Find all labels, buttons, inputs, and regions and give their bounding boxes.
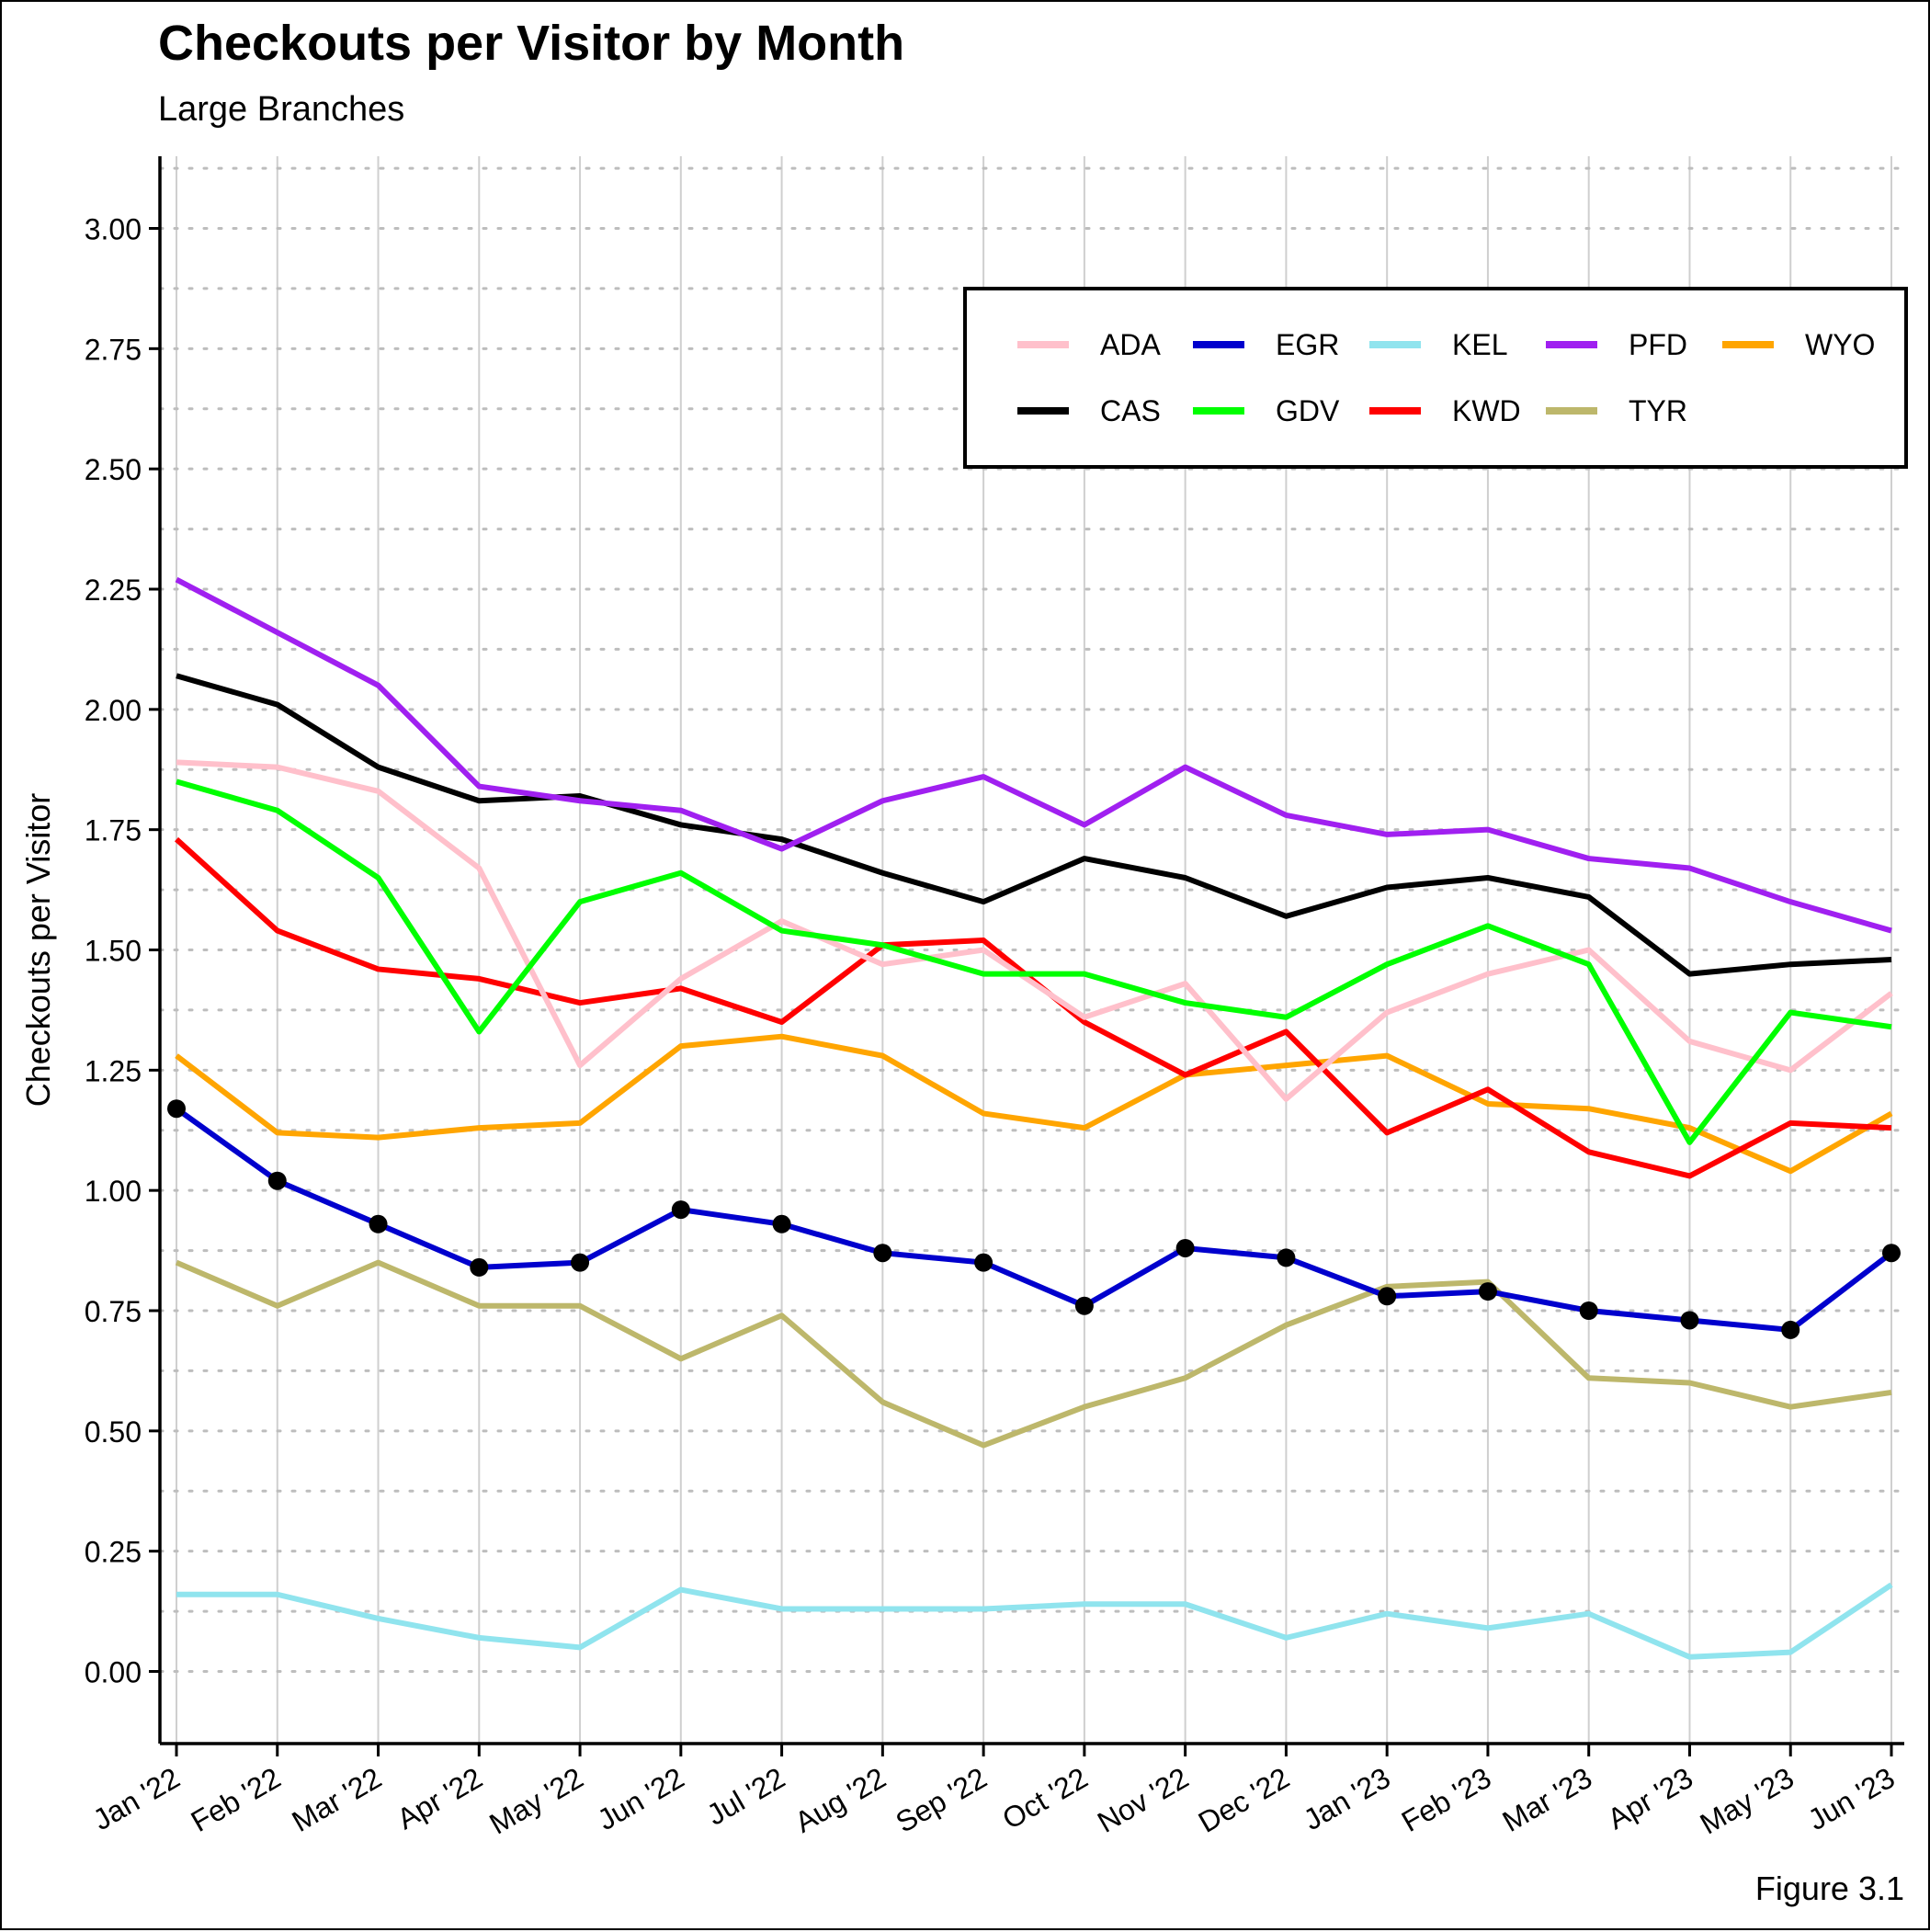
y-tick-label: 2.50 [85, 453, 142, 486]
y-tick-label: 0.25 [85, 1536, 142, 1569]
x-tick-label: Aug '22 [789, 1761, 891, 1839]
x-tick-label: Nov '22 [1092, 1761, 1194, 1839]
y-tick-label: 2.75 [85, 333, 142, 366]
x-tick-label: Jan '23 [1298, 1761, 1395, 1836]
data-point-egr [1478, 1282, 1497, 1301]
legend-label-wyo: WYO [1805, 328, 1875, 361]
y-tick-label: 3.00 [85, 213, 142, 246]
data-point-egr [1680, 1311, 1699, 1330]
legend-label-pfd: PFD [1629, 328, 1687, 361]
y-tick-label: 0.00 [85, 1656, 142, 1689]
data-point-egr [167, 1099, 186, 1119]
x-tick-label: Feb '23 [1396, 1761, 1497, 1838]
data-point-egr [470, 1257, 489, 1277]
y-tick-label: 1.00 [85, 1175, 142, 1208]
series-line-tyr [175, 1259, 1892, 1449]
x-tick-label: May '22 [483, 1761, 588, 1841]
x-tick-label: Jun '22 [592, 1761, 689, 1836]
x-tick-label: Mar '22 [286, 1761, 387, 1838]
data-point-egr [1074, 1296, 1094, 1315]
legend-label-kwd: KWD [1452, 394, 1521, 427]
legend-label-egr: EGR [1276, 328, 1339, 361]
data-point-egr [1175, 1238, 1195, 1257]
x-tick-label: Sep '22 [890, 1761, 992, 1839]
x-tick-label: Feb '22 [186, 1761, 287, 1838]
series-line-wyo [175, 1033, 1893, 1175]
legend-box [963, 287, 1908, 469]
legend-label-tyr: TYR [1629, 394, 1687, 427]
legend-label-kel: KEL [1452, 328, 1507, 361]
y-tick-label: 1.50 [85, 935, 142, 968]
y-tick-label: 1.25 [85, 1054, 142, 1087]
y-tick-label: 0.75 [85, 1295, 142, 1328]
x-tick-label: Jun '23 [1802, 1761, 1900, 1836]
data-point-egr [1781, 1320, 1800, 1339]
series-line-pfd [175, 576, 1892, 934]
series-line-gdv [176, 778, 1892, 1145]
y-tick-label: 2.00 [85, 694, 142, 727]
x-tick-label: Jul '22 [701, 1761, 790, 1832]
data-point-egr [772, 1214, 791, 1233]
data-point-egr [369, 1214, 388, 1233]
x-tick-label: Apr '23 [1602, 1761, 1698, 1835]
data-point-egr [571, 1253, 590, 1272]
series-line-kel [176, 1582, 1893, 1660]
data-point-egr [1882, 1244, 1901, 1263]
data-point-egr [1277, 1248, 1296, 1267]
figure-caption: Figure 3.1 [1754, 1869, 1904, 1907]
y-tick-label: 2.25 [85, 574, 142, 607]
x-tick-label: Jan '22 [87, 1761, 185, 1836]
x-tick-label: Apr '22 [392, 1761, 488, 1835]
legend-label-ada: ADA [1100, 328, 1161, 361]
chart-title: Checkouts per Visitor by Month [158, 16, 905, 71]
legend-label-gdv: GDV [1276, 394, 1340, 427]
x-tick-label: Oct '22 [996, 1761, 1093, 1835]
x-tick-label: May '23 [1695, 1761, 1799, 1841]
data-point-egr [671, 1200, 690, 1220]
series-line-ada [176, 759, 1893, 1102]
x-tick-label: Mar '23 [1497, 1761, 1598, 1838]
data-point-egr [1378, 1287, 1397, 1306]
data-point-egr [873, 1244, 892, 1263]
y-tick-label: 0.50 [85, 1415, 142, 1449]
data-point-egr [1579, 1301, 1598, 1320]
y-axis-title: Checkouts per Visitor [19, 793, 57, 1108]
data-point-egr [974, 1253, 993, 1272]
x-tick-label: Dec '22 [1193, 1761, 1295, 1839]
data-point-egr [267, 1171, 287, 1190]
y-tick-label: 1.75 [85, 814, 142, 847]
series-line-egr [175, 1106, 1893, 1333]
series-line-cas [176, 673, 1892, 977]
legend-label-cas: CAS [1100, 394, 1161, 427]
chart-subtitle: Large Branches [158, 90, 405, 129]
